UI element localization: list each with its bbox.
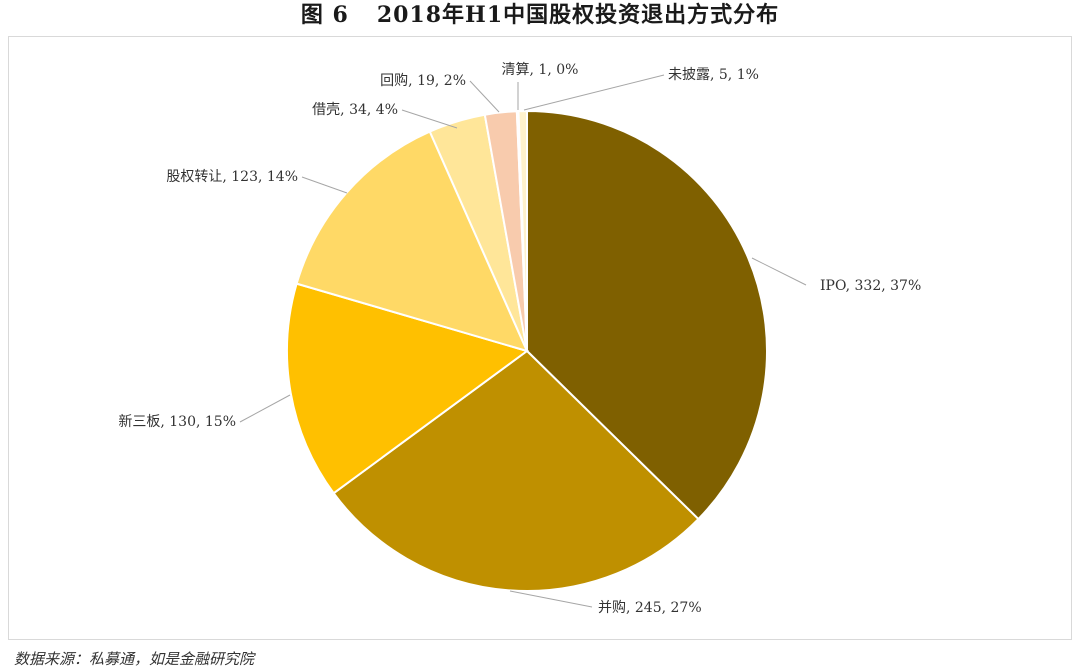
leader-line-未披露: [523, 74, 665, 111]
pie-slice-并购: [332, 349, 700, 592]
leader-line-借壳: [401, 109, 458, 129]
pie-slice-IPO: [526, 109, 768, 521]
slice-label-未披露: 未披露, 5, 1%: [668, 67, 759, 83]
leader-line-回购: [469, 80, 500, 113]
chart-frame: [8, 36, 1072, 640]
leader-line-并购: [509, 590, 593, 608]
slice-label-股权转让: 股权转让, 123, 14%: [166, 169, 298, 185]
leader-line-股权转让: [301, 176, 348, 194]
pie-slice-新三板: [286, 282, 530, 495]
slice-label-回购: 回购, 19, 2%: [380, 73, 466, 89]
slice-label-并购: 并购, 245, 27%: [598, 600, 702, 616]
slice-label-清算: 清算, 1, 0%: [502, 62, 579, 78]
leader-line-新三板: [239, 394, 291, 423]
pie-slice-未披露: [517, 109, 528, 352]
slice-label-新三板: 新三板, 130, 15%: [118, 414, 236, 430]
slice-label-IPO: IPO, 332, 37%: [820, 278, 921, 294]
figure-number: 图 6: [300, 2, 349, 28]
slice-label-借壳: 借壳, 34, 4%: [312, 101, 398, 118]
figure-title-text: 2018年H1中国股权投资退出方式分布: [376, 2, 780, 28]
leader-line-IPO: [751, 257, 807, 286]
figure-title: 图 6 2018年H1中国股权投资退出方式分布: [0, 0, 1080, 30]
data-source-note: 数据来源：私募通，如是金融研究院: [14, 650, 255, 668]
